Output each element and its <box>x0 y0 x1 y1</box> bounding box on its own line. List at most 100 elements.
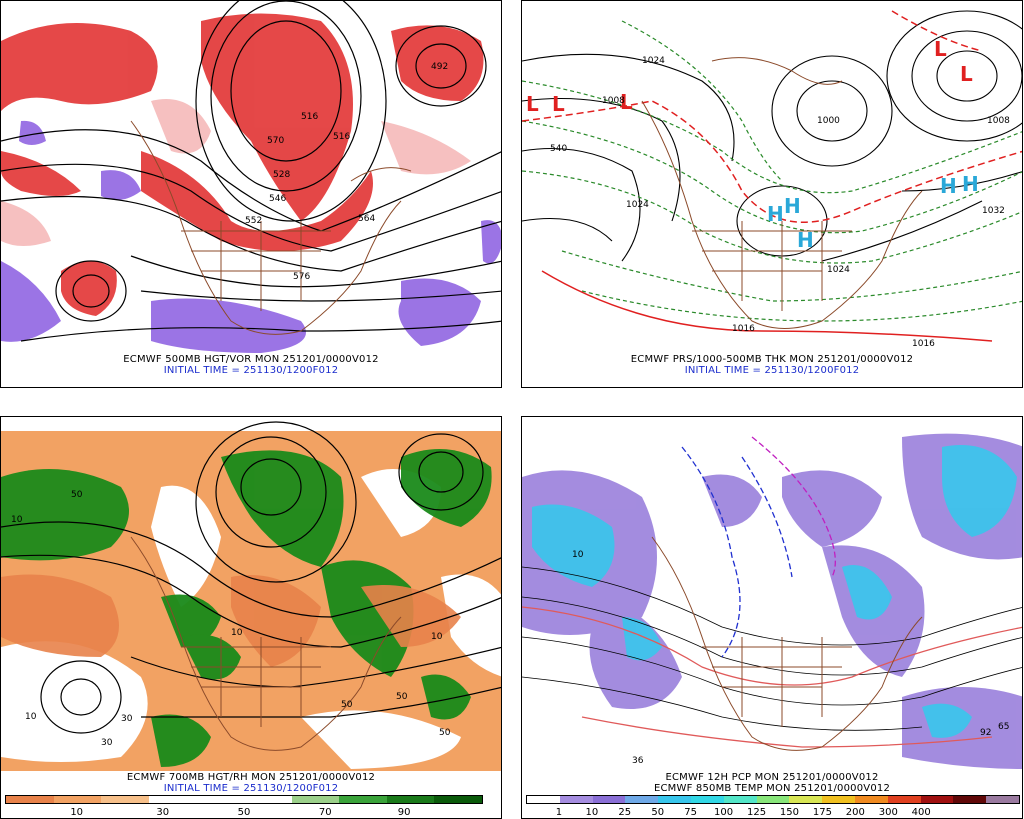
svg-text:H: H <box>797 228 814 252</box>
contour-labels: 36 92 65 10 <box>572 550 1009 766</box>
precip-colorbar <box>526 795 1020 804</box>
svg-text:552: 552 <box>245 216 262 226</box>
colorbar-swatch <box>53 796 102 803</box>
isobars <box>522 10 1022 262</box>
svg-text:570: 570 <box>267 136 284 146</box>
contour-labels: 528 546 552 564 516 570 576 492 516 <box>245 62 448 282</box>
colorbar-swatch <box>339 796 387 803</box>
svg-text:H: H <box>767 202 784 226</box>
temperature-negative <box>681 446 793 658</box>
coastlines <box>130 536 402 751</box>
low-symbols: L L L L L <box>526 37 973 116</box>
coastlines <box>130 120 412 335</box>
svg-text:1024: 1024 <box>642 56 665 66</box>
svg-text:H: H <box>784 194 801 218</box>
coastlines <box>651 536 923 751</box>
colorbar-tick-label: 10 <box>585 807 599 818</box>
colorbar-tick-label: 50 <box>237 807 251 818</box>
thickness-solid-red <box>541 270 993 342</box>
colorbar-tick-label: 10 <box>70 807 84 818</box>
svg-text:H: H <box>940 174 957 198</box>
svg-text:10: 10 <box>572 550 584 560</box>
panel-prs-thk: L L L L L H H H H H 1024 1008 1024 1000 … <box>521 0 1023 388</box>
colorbar-swatch <box>723 796 757 803</box>
colorbar-swatch <box>625 796 659 803</box>
colorbar-swatch <box>148 796 197 803</box>
colorbar-swatch <box>6 796 54 803</box>
svg-text:516: 516 <box>333 132 350 142</box>
rh-dry-regions <box>1 574 461 667</box>
thickness-540 <box>522 10 1022 223</box>
svg-text:50: 50 <box>439 728 451 738</box>
svg-text:1016: 1016 <box>912 339 935 349</box>
colorbar-swatch <box>854 796 888 803</box>
rh-moist-regions <box>1 449 492 767</box>
colorbar-tick-label: 175 <box>812 807 832 818</box>
svg-text:1008: 1008 <box>602 96 625 106</box>
contour-labels: 10 50 10 30 10 50 10 50 30 50 <box>11 490 451 748</box>
colorbar-swatch <box>756 796 790 803</box>
svg-text:L: L <box>526 92 539 116</box>
colorbar-swatch <box>953 796 987 803</box>
colorbar-tick-label: 50 <box>651 807 665 818</box>
panel-title: ECMWF 700MB HGT/RH MON 251201/0000V012 <box>126 772 376 783</box>
colorbar-swatch <box>822 796 855 803</box>
svg-text:564: 564 <box>358 214 375 224</box>
colorbar-tick-label: 25 <box>618 807 632 818</box>
svg-text:1032: 1032 <box>982 206 1005 216</box>
colorbar-tick-label: 150 <box>779 807 799 818</box>
colorbar-tick-label: 75 <box>684 807 698 818</box>
temperature-isotherms <box>522 566 1022 731</box>
panel-init-time: INITIAL TIME = 251130/1200F012 <box>163 783 339 794</box>
panel-title: ECMWF 12H PCP MON 251201/0000V012 <box>665 772 879 783</box>
colorbar-swatch <box>434 796 482 803</box>
svg-text:1000: 1000 <box>817 116 840 126</box>
svg-text:50: 50 <box>71 490 83 500</box>
svg-text:540: 540 <box>550 144 567 154</box>
svg-text:546: 546 <box>269 194 286 204</box>
colorbar-swatch <box>592 796 626 803</box>
svg-text:50: 50 <box>341 700 353 710</box>
colorbar-swatch <box>986 796 1019 803</box>
colorbar-swatch <box>243 796 292 803</box>
colorbar-tick-label: 70 <box>318 807 332 818</box>
colorbar-tick-label: 300 <box>878 807 898 818</box>
svg-text:528: 528 <box>273 170 290 180</box>
colorbar-swatch <box>291 796 340 803</box>
svg-text:576: 576 <box>293 272 310 282</box>
vorticity-fill <box>1 13 484 316</box>
colorbar-swatch <box>527 796 560 803</box>
negative-vorticity-fill <box>1 120 501 353</box>
panel-500mb-hgt-vor: 528 546 552 564 516 570 576 492 516 ECMW… <box>0 0 502 388</box>
svg-text:30: 30 <box>101 738 113 748</box>
high-symbols: H H H H H <box>767 172 979 252</box>
colorbar-swatch <box>196 796 244 803</box>
svg-text:36: 36 <box>632 756 644 766</box>
svg-text:30: 30 <box>121 714 133 724</box>
colorbar-tick-label: 1 <box>555 807 563 818</box>
colorbar-tick-label: 400 <box>911 807 931 818</box>
colorbar-swatch <box>789 796 823 803</box>
colorbar-swatch <box>559 796 593 803</box>
svg-text:1024: 1024 <box>626 200 649 210</box>
map-prs-thk: L L L L L H H H H H 1024 1008 1024 1000 … <box>522 10 1022 356</box>
colorbar-swatch <box>887 796 921 803</box>
svg-text:65: 65 <box>998 722 1009 732</box>
svg-text:516: 516 <box>301 112 318 122</box>
colorbar-swatch <box>690 796 724 803</box>
panel-init-time: INITIAL TIME = 251130/1200F012 <box>684 365 860 376</box>
svg-text:L: L <box>960 62 973 86</box>
coastlines <box>641 57 923 329</box>
panel-700mb-hgt-rh: 10 50 10 30 10 50 10 50 30 50 ECMWF 700M… <box>0 416 502 819</box>
map-500mb: 528 546 552 564 516 570 576 492 516 <box>1 1 501 356</box>
svg-text:H: H <box>962 172 979 196</box>
colorbar-swatch <box>920 796 954 803</box>
height-contours <box>1 421 501 734</box>
svg-text:1016: 1016 <box>732 324 755 334</box>
svg-text:1008: 1008 <box>987 116 1010 126</box>
temperature-cold <box>751 436 836 578</box>
colorbar-tick-label: 90 <box>397 807 411 818</box>
panel-init-time: INITIAL TIME = 251130/1200F012 <box>163 365 339 376</box>
rh-colorbar <box>5 795 483 804</box>
svg-text:50: 50 <box>396 692 408 702</box>
